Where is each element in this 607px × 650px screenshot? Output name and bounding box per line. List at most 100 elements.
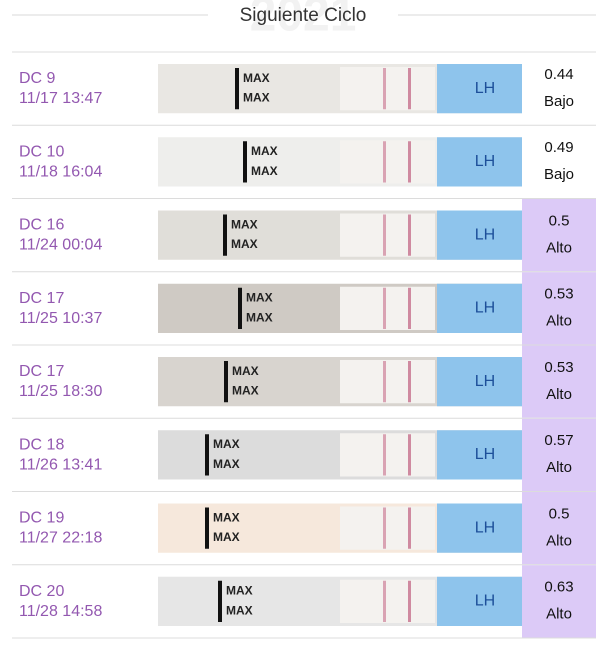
- row-value: 0.57: [544, 432, 573, 449]
- brand-panel: [437, 357, 522, 407]
- strip-bar: [235, 68, 239, 110]
- row-datetime: 11/25 18:30: [19, 383, 102, 400]
- strip-max: MAX: [232, 384, 259, 398]
- test-line: [408, 361, 411, 403]
- test-line: [408, 580, 411, 622]
- watermark: 2021: [250, 0, 357, 42]
- row-level: Alto: [546, 313, 572, 330]
- brand-panel: [437, 137, 522, 187]
- strip-bar: [224, 361, 228, 403]
- control-line: [383, 580, 386, 622]
- row-day: DC 19: [19, 510, 64, 527]
- row-value: 0.49: [544, 139, 573, 156]
- control-line: [383, 361, 386, 403]
- control-line: [383, 141, 386, 183]
- row-day: DC 10: [19, 143, 64, 160]
- row-day: DC 17: [19, 363, 64, 380]
- strip-max: MAX: [232, 364, 259, 378]
- row-value: 0.63: [544, 579, 573, 596]
- strip-max: MAX: [251, 144, 278, 158]
- highlight-cell: [522, 199, 596, 272]
- row-day: DC 9: [19, 70, 56, 87]
- strip-window: [340, 286, 435, 330]
- highlight-cell: [522, 345, 596, 418]
- row-level: Alto: [546, 606, 572, 623]
- brand-label: LH: [475, 300, 495, 317]
- strip-max: MAX: [213, 530, 240, 544]
- row-level: Alto: [546, 386, 572, 403]
- highlight-cell: [522, 418, 596, 491]
- control-line: [383, 68, 386, 110]
- strip-max: MAX: [246, 310, 273, 324]
- control-line: [383, 214, 386, 256]
- strip-window: [340, 67, 435, 111]
- row-value: 0.5: [549, 212, 570, 229]
- strip-max: MAX: [213, 510, 240, 524]
- strip-window: [340, 506, 435, 550]
- strip-max: MAX: [226, 603, 253, 617]
- brand-panel: [437, 430, 522, 480]
- brand-panel: [437, 64, 522, 114]
- test-line: [408, 434, 411, 476]
- row-level: Alto: [546, 239, 572, 256]
- strip-bar: [243, 141, 247, 183]
- row-value: 0.53: [544, 286, 573, 303]
- control-line: [383, 287, 386, 329]
- test-line: [408, 287, 411, 329]
- strip-max: MAX: [231, 237, 258, 251]
- strip-bar: [218, 580, 222, 622]
- row-datetime: 11/28 14:58: [19, 603, 102, 620]
- row-day: DC 20: [19, 583, 64, 600]
- strip-bar: [205, 434, 209, 476]
- brand-label: LH: [475, 519, 495, 536]
- strip-bar: [238, 287, 242, 329]
- row-level: Bajo: [544, 93, 574, 110]
- brand-label: LH: [475, 593, 495, 610]
- test-line: [408, 68, 411, 110]
- strip-max: MAX: [226, 584, 253, 598]
- strip-window: [340, 360, 435, 404]
- row-day: DC 17: [19, 290, 64, 307]
- row-datetime: 11/18 16:04: [19, 163, 102, 180]
- strip-window: [340, 213, 435, 257]
- brand-label: LH: [475, 446, 495, 463]
- row-day: DC 18: [19, 436, 64, 453]
- brand-panel: [437, 503, 522, 553]
- header-title: Siguiente Ciclo: [240, 5, 367, 26]
- row-datetime: 11/17 13:47: [19, 90, 102, 107]
- strip-window: [340, 579, 435, 623]
- row-datetime: 11/27 22:18: [19, 530, 102, 547]
- strip-max: MAX: [243, 71, 270, 85]
- highlight-cell: [522, 272, 596, 345]
- strip-bar: [205, 507, 209, 549]
- control-line: [383, 507, 386, 549]
- row-level: Bajo: [544, 166, 574, 183]
- strip-window: [340, 433, 435, 477]
- brand-panel: [437, 283, 522, 333]
- test-line: [408, 214, 411, 256]
- row-datetime: 11/26 13:41: [19, 456, 102, 473]
- row-day: DC 16: [19, 217, 64, 234]
- strip-bar: [223, 214, 227, 256]
- highlight-cell: [522, 492, 596, 565]
- strip-max: MAX: [243, 91, 270, 105]
- test-line: [408, 141, 411, 183]
- strip-max: MAX: [251, 164, 278, 178]
- row-value: 0.44: [544, 66, 573, 83]
- brand-label: LH: [475, 80, 495, 97]
- control-line: [383, 434, 386, 476]
- row-level: Alto: [546, 459, 572, 476]
- strip-max: MAX: [246, 291, 273, 305]
- brand-label: LH: [475, 153, 495, 170]
- row-datetime: 11/25 10:37: [19, 310, 102, 327]
- brand-label: LH: [475, 373, 495, 390]
- brand-label: LH: [475, 226, 495, 243]
- highlight-cell: [522, 565, 596, 638]
- brand-panel: [437, 210, 522, 260]
- brand-panel: [437, 576, 522, 626]
- row-level: Alto: [546, 532, 572, 549]
- row-value: 0.5: [549, 505, 570, 522]
- strip-max: MAX: [231, 217, 258, 231]
